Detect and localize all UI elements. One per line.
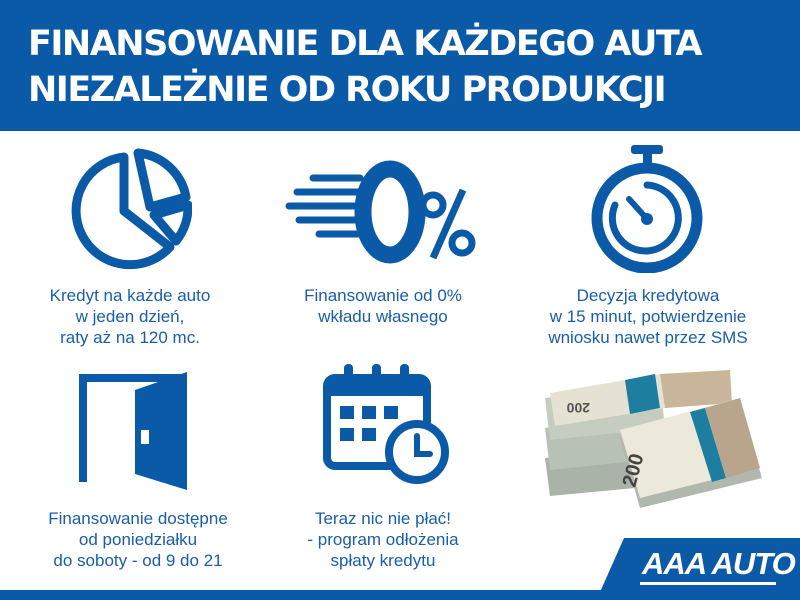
bottom-bar (0, 590, 800, 600)
logo-text: AAA AUTO (642, 546, 796, 581)
aaa-auto-logo: AAA AUTO (600, 538, 800, 592)
caption-line: wkładu własnego (318, 307, 448, 326)
denomination-label: 200 (566, 400, 590, 416)
banknote-stack-icon: 200 200 (545, 370, 762, 508)
pie-chart-icon (71, 148, 192, 270)
caption-line: spłaty kredytu (330, 551, 436, 570)
caption-line: od poniedziałku (78, 530, 198, 549)
logo-underline (640, 582, 776, 585)
open-door-icon (79, 372, 187, 490)
caption-line: Finansowanie od 0% (304, 286, 462, 305)
caption-line: Kredyt na każde auto (49, 286, 211, 305)
zero-percent-icon (285, 160, 476, 264)
caption-line: do soboty - od 9 do 21 (53, 551, 223, 570)
headline-line-2: NIEZALEŻNIE OD ROKU PRODUKCJI (28, 70, 667, 110)
feature-caption-deferral: Teraz nic nie płać! - program odłożenia … (253, 508, 513, 571)
caption-line: - program odłożenia (307, 530, 459, 549)
caption-line: w 15 minut, potwierdzenie (549, 307, 747, 326)
caption-line: w jeden dzień, (75, 307, 185, 326)
feature-caption-hours: Finansowanie dostępne od poniedziałku do… (8, 508, 268, 571)
feature-caption-credit: Kredyt na każde auto w jeden dzień, raty… (0, 285, 260, 348)
caption-line: Teraz nic nie płać! (314, 509, 452, 528)
caption-line: Decyzja kredytowa (576, 286, 720, 305)
stopwatch-icon (591, 145, 703, 273)
header-banner: FINANSOWANIE DLA KAŻDEGO AUTA NIEZALEŻNI… (0, 0, 800, 131)
calendar-clock-icon (323, 364, 449, 484)
caption-line: Finansowanie dostępne (48, 509, 228, 528)
feature-caption-zero-down: Finansowanie od 0% wkładu własnego (253, 285, 513, 327)
caption-line: wniosku nawet przez SMS (548, 328, 748, 347)
feature-caption-decision: Decyzja kredytowa w 15 minut, potwierdze… (518, 285, 778, 348)
headline-line-1: FINANSOWANIE DLA KAŻDEGO AUTA (28, 24, 703, 64)
caption-line: raty aż na 120 mc. (60, 328, 200, 347)
